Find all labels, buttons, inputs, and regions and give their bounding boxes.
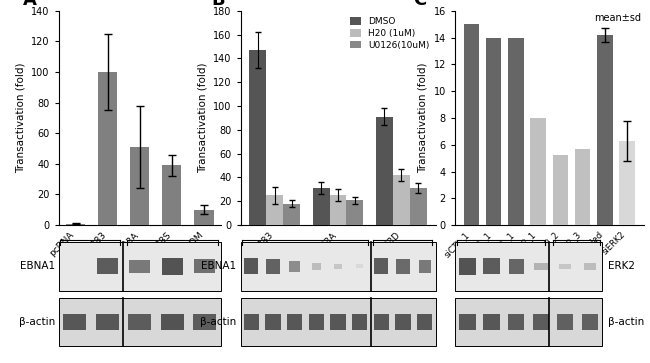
Bar — [129, 260, 150, 273]
Bar — [575, 149, 590, 225]
Bar — [352, 314, 367, 330]
Bar — [129, 314, 151, 330]
Bar — [64, 314, 86, 330]
Bar — [552, 155, 568, 225]
Text: mean±sd: mean±sd — [595, 13, 642, 23]
Bar — [250, 50, 266, 225]
Bar — [162, 166, 181, 225]
Text: C: C — [413, 0, 427, 9]
Text: β-actin: β-actin — [608, 317, 644, 327]
Bar — [266, 195, 283, 225]
Bar — [455, 242, 602, 291]
Bar — [130, 147, 150, 225]
Bar — [283, 204, 300, 225]
Bar — [395, 314, 411, 330]
Bar — [559, 264, 571, 269]
Bar — [266, 259, 280, 274]
Text: β-actin: β-actin — [200, 317, 237, 327]
Y-axis label: Transactivation (fold): Transactivation (fold) — [16, 63, 25, 173]
Bar — [459, 258, 476, 275]
Bar — [393, 175, 410, 225]
Bar — [161, 314, 183, 330]
Bar — [312, 263, 320, 270]
Bar — [455, 298, 602, 346]
Bar — [66, 224, 85, 225]
Bar — [58, 298, 221, 346]
Bar — [410, 188, 426, 225]
Y-axis label: Transactivation (fold): Transactivation (fold) — [418, 63, 428, 173]
Bar — [58, 242, 221, 291]
Bar — [346, 200, 363, 225]
Bar — [533, 314, 549, 330]
Bar — [557, 314, 573, 330]
Bar — [330, 195, 346, 225]
Text: β-actin: β-actin — [19, 317, 55, 327]
Bar — [509, 259, 524, 274]
Text: EBNA1: EBNA1 — [202, 261, 237, 271]
Bar — [534, 262, 547, 270]
Bar — [333, 264, 343, 269]
Bar — [194, 259, 215, 273]
Bar — [240, 242, 436, 291]
Bar — [374, 314, 389, 330]
Bar — [508, 314, 525, 330]
Text: EBNA1: EBNA1 — [20, 261, 55, 271]
Bar — [98, 72, 117, 225]
Bar — [483, 258, 500, 274]
Bar — [194, 314, 216, 330]
Bar — [287, 314, 302, 330]
Bar — [530, 118, 546, 225]
Bar — [486, 38, 501, 225]
Bar — [162, 258, 183, 275]
Bar — [584, 263, 596, 270]
Bar — [597, 35, 613, 225]
Text: B: B — [211, 0, 225, 9]
Bar — [356, 264, 363, 268]
Bar — [582, 314, 598, 330]
Bar — [97, 258, 118, 274]
Bar — [463, 24, 479, 225]
Y-axis label: Transactivation (fold): Transactivation (fold) — [198, 63, 207, 173]
Bar — [313, 188, 330, 225]
Legend: DMSO, H20 (1uM), U0126(10uM): DMSO, H20 (1uM), U0126(10uM) — [348, 15, 431, 52]
Text: ERK2: ERK2 — [608, 261, 634, 271]
Bar — [396, 259, 410, 274]
Bar — [244, 258, 259, 274]
Bar — [417, 314, 432, 330]
Bar — [419, 260, 430, 273]
Text: A: A — [23, 0, 36, 9]
Bar — [265, 314, 281, 330]
Bar — [508, 38, 524, 225]
Bar — [240, 298, 436, 346]
Bar — [459, 314, 476, 330]
Bar — [96, 314, 118, 330]
Bar — [374, 258, 388, 274]
Bar — [309, 314, 324, 330]
Bar — [330, 314, 346, 330]
Bar — [244, 314, 259, 330]
Bar — [483, 314, 500, 330]
Bar — [289, 261, 300, 272]
Bar — [619, 141, 635, 225]
Bar — [376, 117, 393, 225]
Bar — [194, 210, 214, 225]
